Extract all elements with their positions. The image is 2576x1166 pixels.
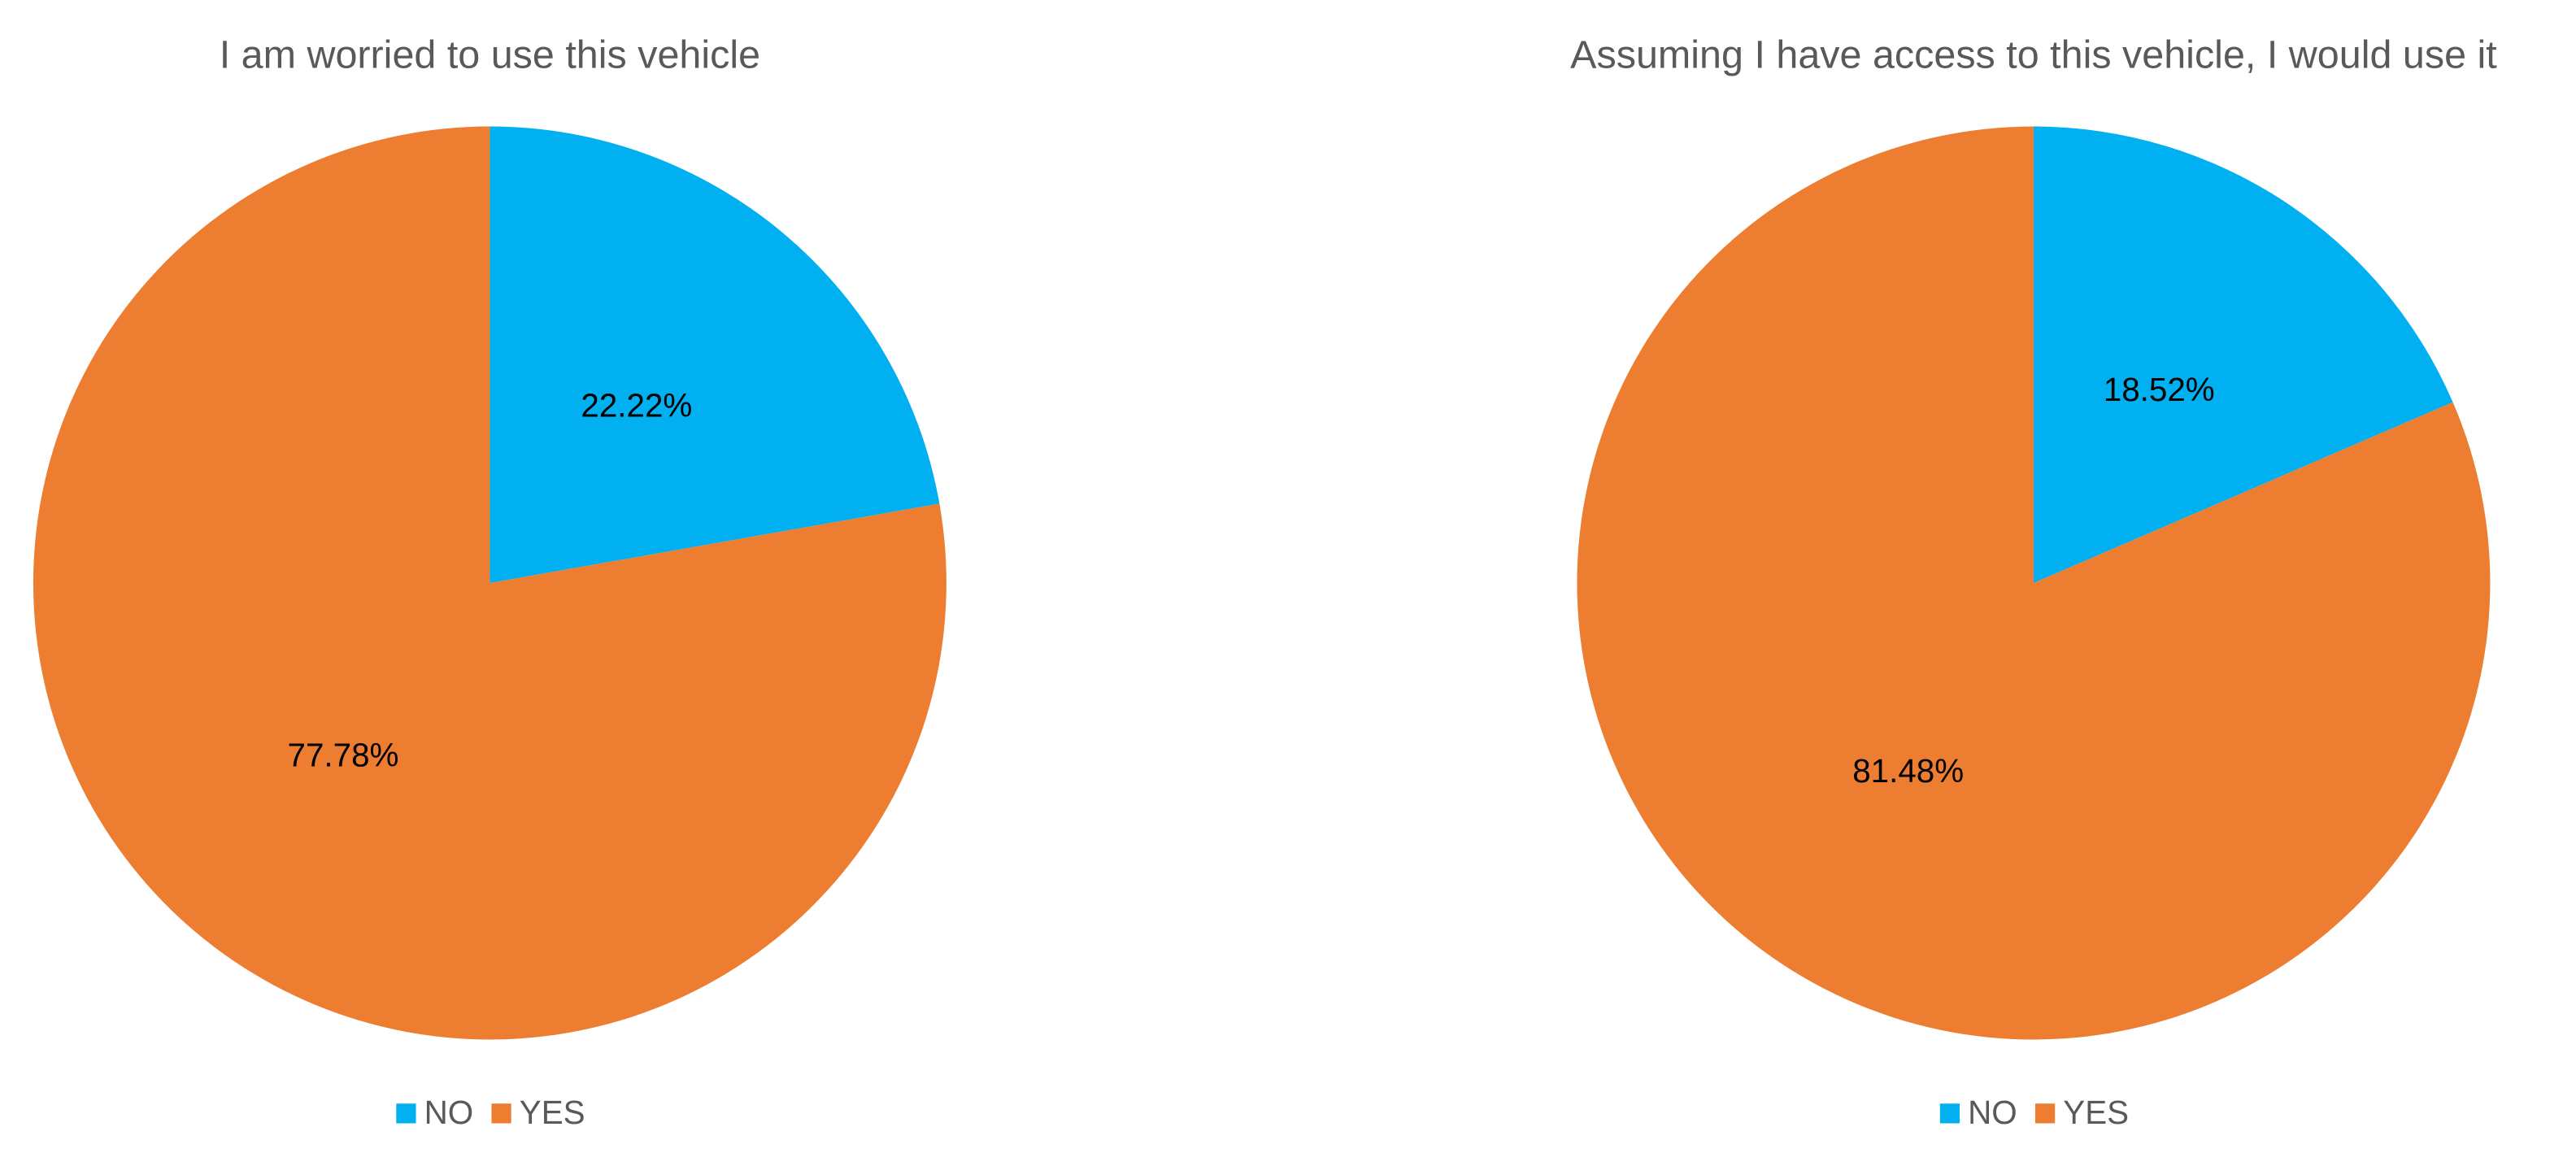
value-label: 77.78% [288, 737, 399, 774]
value-label: 22.22% [581, 387, 692, 424]
legend-label: NO [1968, 1094, 2017, 1131]
value-label: 18.52% [2104, 371, 2215, 408]
pie-chart: Assuming I have access to this vehicle, … [1570, 33, 2497, 1131]
legend-swatch [396, 1103, 416, 1124]
pie-chart: I am worried to use this vehicle 22.22% 77… [33, 33, 946, 1131]
pie-slice [2033, 126, 2453, 583]
chart-title: I am worried to use this vehicle [220, 33, 760, 76]
legend-label: YES [2063, 1094, 2129, 1131]
pie-slice [33, 126, 946, 1040]
legend-swatch [2034, 1103, 2056, 1124]
legend-label: YES [520, 1094, 585, 1131]
legend-swatch [491, 1103, 511, 1124]
pie-slice [1577, 126, 2491, 1040]
pie-slice [490, 126, 940, 583]
legend-label: NO [424, 1094, 474, 1131]
value-label: 81.48% [1852, 752, 1964, 790]
legend-swatch [1939, 1103, 1960, 1124]
legend: NO YES [1939, 1094, 2129, 1131]
chart-title: Assuming I have access to this vehicle, … [1570, 33, 2497, 76]
legend: NO YES [396, 1094, 585, 1131]
